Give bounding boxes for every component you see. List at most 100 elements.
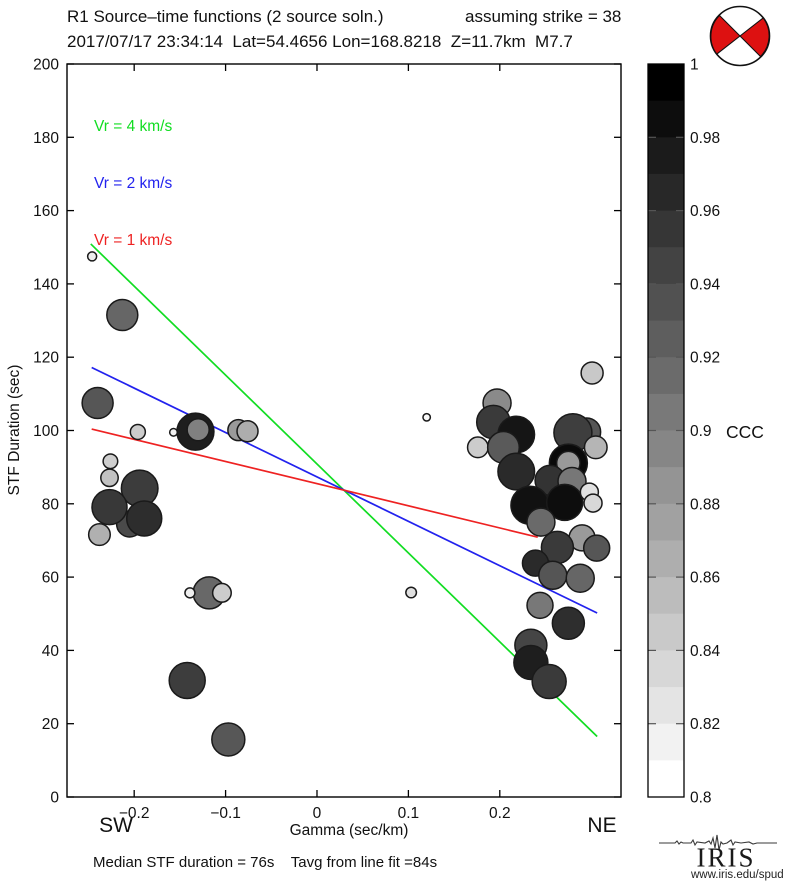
colorbar-border bbox=[647, 63, 685, 798]
scatter-point bbox=[538, 560, 568, 591]
colorbar-tick-label: 0.9 bbox=[690, 423, 712, 440]
y-tick-label: 120 bbox=[33, 350, 59, 367]
x-tick-label: −0.1 bbox=[210, 805, 241, 822]
scatter-point bbox=[100, 468, 119, 488]
seismogram-icon bbox=[659, 834, 777, 851]
y-tick-label: 20 bbox=[42, 716, 60, 733]
colorbar-segment bbox=[648, 687, 684, 725]
colorbar-segment bbox=[648, 137, 684, 175]
iris-logo-url: www.iris.edu/spud bbox=[691, 869, 784, 881]
focal-mechanism-beachball-icon bbox=[709, 5, 771, 67]
scatter-point bbox=[526, 507, 556, 537]
y-tick-label: 80 bbox=[42, 496, 60, 513]
direction-label-sw: SW bbox=[99, 814, 133, 837]
scatter-point bbox=[545, 483, 584, 522]
colorbar-tick-label: 0.8 bbox=[690, 790, 712, 807]
scatter-point bbox=[236, 419, 259, 443]
direction-label-ne: NE bbox=[587, 814, 617, 837]
y-tick-label: 160 bbox=[33, 203, 59, 220]
strike-annotation: assuming strike = 38 bbox=[465, 7, 622, 26]
colorbar-segment bbox=[648, 100, 684, 138]
legend-item-vr2: Vr = 2 km/s bbox=[94, 175, 173, 192]
x-axis-label: Gamma (sec/km) bbox=[289, 822, 409, 839]
colorbar-segment bbox=[648, 613, 684, 651]
colorbar-segment bbox=[648, 723, 684, 761]
colorbar-segment bbox=[648, 173, 684, 212]
colorbar-segment bbox=[648, 430, 684, 468]
scatter-point bbox=[211, 722, 246, 757]
iris-logo-wordmark: IRIS bbox=[696, 842, 756, 873]
scatter-point bbox=[551, 606, 586, 641]
scatter-point bbox=[87, 523, 111, 547]
x-tick-label: 0.2 bbox=[489, 805, 511, 822]
colorbar-tick-label: 0.86 bbox=[690, 570, 720, 587]
scatter-point bbox=[583, 435, 608, 460]
colorbar-segment bbox=[648, 577, 684, 615]
y-tick-label: 140 bbox=[33, 276, 59, 293]
scatter-point bbox=[106, 298, 139, 332]
y-axis-label: STF Duration (sec) bbox=[6, 364, 23, 496]
scatter-point bbox=[526, 591, 554, 620]
scatter-point bbox=[102, 453, 119, 470]
colorbar-segment bbox=[648, 650, 684, 688]
event-subtitle: 2017/07/17 23:34:14 Lat=54.4656 Lon=168.… bbox=[67, 32, 573, 51]
colorbar-segment bbox=[648, 540, 684, 578]
beachball-red-quadrant-east bbox=[739, 17, 770, 58]
colorbar-tick-label: 0.88 bbox=[690, 496, 720, 513]
y-tick-label: 180 bbox=[33, 130, 59, 147]
x-tick-label: 0 bbox=[313, 805, 322, 822]
colorbar-segment bbox=[648, 357, 684, 395]
colorbar-tick-label: 0.92 bbox=[690, 350, 720, 367]
scatter-point bbox=[91, 488, 128, 526]
scatter-point bbox=[186, 418, 210, 442]
rupture-velocity-legend: Vr = 4 km/s Vr = 2 km/s Vr = 1 km/s bbox=[94, 79, 172, 288]
colorbar-tick-label: 0.84 bbox=[690, 643, 721, 660]
scatter-point bbox=[580, 361, 604, 385]
scatter-point bbox=[168, 427, 179, 437]
colorbar-segment bbox=[648, 760, 684, 798]
beachball-red-quadrant-west bbox=[710, 14, 741, 55]
legend-item-vr4: Vr = 4 km/s bbox=[94, 118, 173, 135]
colorbar-tick-label: 0.98 bbox=[690, 130, 720, 147]
y-tick-label: 60 bbox=[42, 570, 60, 587]
colorbar-segment bbox=[648, 210, 684, 248]
colorbar-tick-label: 0.94 bbox=[690, 276, 721, 293]
scatter-point bbox=[211, 582, 232, 603]
x-tick-label: −0.2 bbox=[119, 805, 150, 822]
scatter-point bbox=[583, 493, 603, 513]
scatter-point bbox=[422, 412, 432, 422]
y-tick-label: 200 bbox=[33, 57, 59, 74]
colorbar-tick-label: 0.82 bbox=[690, 716, 720, 733]
stats-caption: Median STF duration = 76s Tavg from line… bbox=[93, 854, 438, 871]
colorbar-tick-label: 0.96 bbox=[690, 203, 720, 220]
scatter-point bbox=[466, 436, 489, 459]
y-tick-label: 100 bbox=[33, 423, 59, 440]
colorbar-tick-label: 1 bbox=[690, 57, 699, 74]
scatter-point bbox=[184, 587, 196, 599]
scatter-point bbox=[129, 423, 147, 441]
scatter-point bbox=[531, 663, 567, 700]
y-tick-label: 40 bbox=[42, 643, 60, 660]
scatter-point bbox=[81, 386, 114, 420]
x-tick-label: 0.1 bbox=[398, 805, 420, 822]
colorbar-segment bbox=[648, 64, 684, 102]
colorbar-label: CCC bbox=[726, 422, 764, 442]
y-tick-label: 0 bbox=[50, 790, 59, 807]
plot-border bbox=[66, 63, 622, 798]
scatter-point bbox=[497, 452, 536, 491]
scatter-point bbox=[168, 661, 206, 700]
scatter-point bbox=[86, 251, 98, 262]
vr1-fit-line bbox=[91, 428, 538, 538]
scatter-point bbox=[125, 500, 163, 537]
page-title: R1 Source–time functions (2 source soln.… bbox=[67, 7, 384, 26]
legend-item-vr1: Vr = 1 km/s bbox=[94, 232, 173, 249]
scatter-point bbox=[565, 563, 595, 593]
scatter-point bbox=[582, 534, 611, 562]
colorbar-segment bbox=[648, 320, 684, 358]
colorbar-segment bbox=[648, 503, 684, 542]
colorbar-segment bbox=[648, 247, 684, 285]
colorbar-segment bbox=[648, 283, 684, 322]
scatter-point bbox=[405, 586, 418, 599]
